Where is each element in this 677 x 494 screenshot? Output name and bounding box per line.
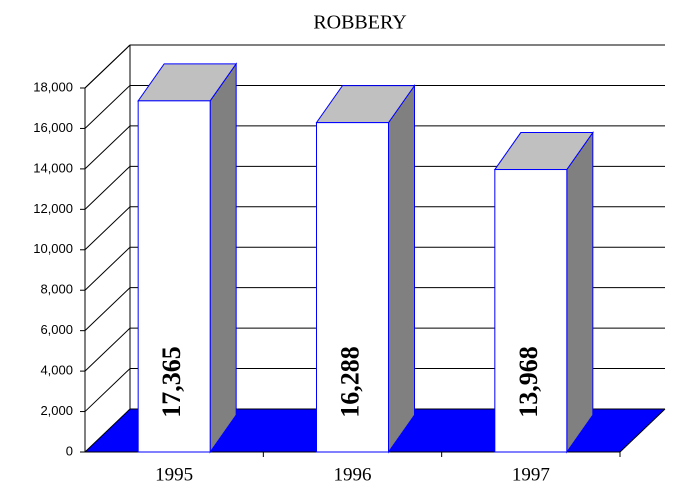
grid-line	[84, 287, 131, 332]
bar	[316, 122, 389, 453]
floor-right-edge	[619, 408, 666, 453]
bar	[494, 169, 568, 453]
y-tick-label: 2,000	[40, 403, 73, 418]
y-tick-label: 4,000	[40, 363, 73, 378]
bar-side	[209, 62, 237, 454]
grid-line	[84, 327, 131, 372]
x-tick-label: 1996	[334, 464, 372, 485]
value-label: 16,288	[335, 346, 364, 418]
chart-title: ROBBERY	[313, 12, 406, 34]
grid-line	[84, 125, 131, 170]
grid-line	[84, 85, 131, 129]
value-label: 13,968	[514, 346, 543, 418]
bar-side	[388, 84, 415, 454]
x-tick-label: 1995	[155, 464, 193, 485]
bar	[137, 100, 211, 453]
bar-side	[566, 130, 594, 454]
grid-line	[84, 408, 131, 453]
y-tick-label: 10,000	[33, 241, 73, 256]
grid-line	[84, 206, 131, 251]
grid-line	[84, 368, 131, 412]
y-tick-label: 6,000	[40, 322, 73, 337]
grid-line	[84, 246, 131, 291]
y-tick-label: 8,000	[40, 282, 73, 297]
x-tick-label: 1997	[512, 464, 550, 485]
grid-line	[84, 44, 131, 89]
y-tick-label: 0	[66, 443, 73, 458]
y-tick-label: 14,000	[33, 160, 73, 175]
y-tick-label: 12,000	[33, 201, 73, 216]
value-label: 17,365	[157, 346, 186, 418]
y-tick-label: 18,000	[33, 79, 73, 94]
y-tick-label: 16,000	[33, 120, 73, 135]
grid-line	[84, 165, 131, 210]
